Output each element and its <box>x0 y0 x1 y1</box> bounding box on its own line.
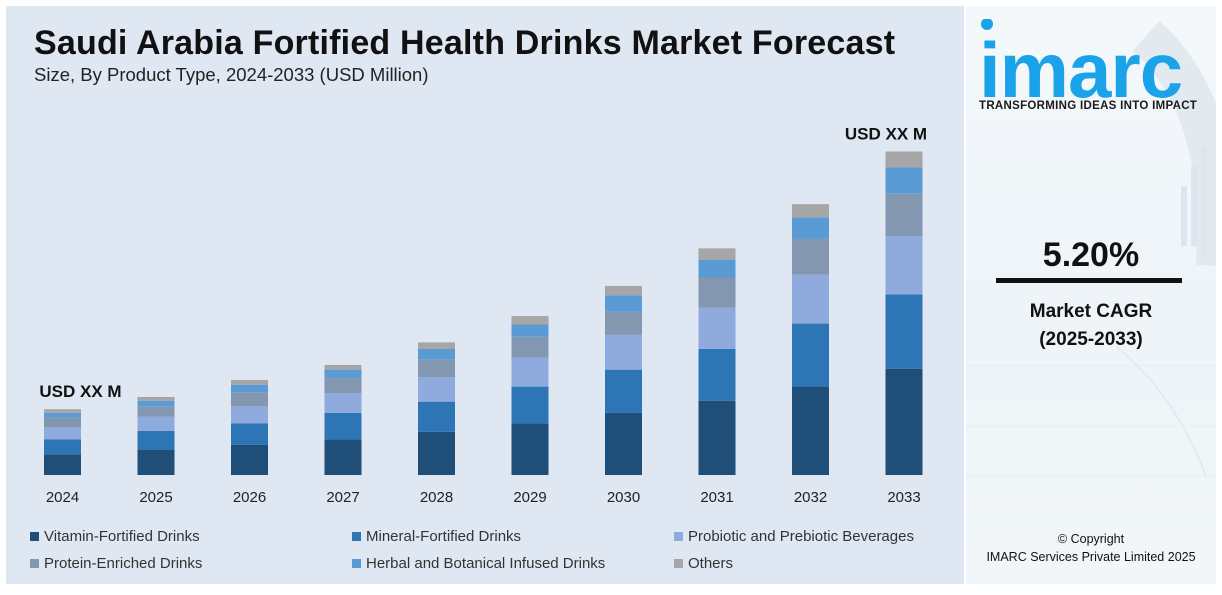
end-value-annotation: USD XX M <box>845 124 927 143</box>
brand-tagline: TRANSFORMING IDEAS INTO IMPACT <box>979 100 1198 112</box>
bar-segment-2025-2 <box>137 430 175 450</box>
cagr-label: Market CAGR (2025-2033) <box>966 298 1216 354</box>
bar-segment-2032-1 <box>792 386 829 475</box>
stacked-bar-chart: 2024 2025 2026 2027 2028 2029 2030 2031 2032 2033… <box>39 124 927 506</box>
bar-segment-2027-2 <box>324 412 362 440</box>
bar-segment-2032-5 <box>792 217 829 239</box>
bar-segment-2028-3 <box>418 377 455 402</box>
bar-segment-2030-5 <box>605 295 642 312</box>
bar-segment-2029-1 <box>511 423 549 475</box>
bar-segment-2029-4 <box>511 336 549 358</box>
bar-segment-2025-1 <box>137 449 175 475</box>
x-tick-label: 2029 <box>513 489 546 506</box>
bar-segment-2031-3 <box>698 307 736 349</box>
bar-segment-2031-5 <box>698 259 736 278</box>
bar-segment-2028-2 <box>418 401 455 432</box>
cagr-divider <box>996 278 1182 283</box>
bar-segment-2030-4 <box>605 311 642 335</box>
bar-segment-2033-3 <box>885 236 923 295</box>
bar-segment-2029-3 <box>511 357 549 387</box>
start-value-annotation: USD XX M <box>39 382 121 401</box>
bar-segment-2024-2 <box>44 439 81 455</box>
bar-segment-2031-2 <box>698 348 736 401</box>
bar-segment-2026-3 <box>231 406 268 424</box>
bar-segment-2030-6 <box>605 285 642 296</box>
bar-segment-2033-5 <box>885 167 923 194</box>
cagr-label-line2: (2025-2033) <box>1039 329 1143 350</box>
logo-wordmark: imarc <box>979 26 1182 109</box>
copyright-line1: © Copyright <box>1057 532 1125 546</box>
copyright-notice: © Copyright IMARC Services Private Limit… <box>966 530 1216 566</box>
bar-segment-2032-3 <box>792 274 829 324</box>
bar-segment-2025-4 <box>137 406 175 417</box>
bar-segment-2024-6 <box>44 409 81 413</box>
x-tick-label: 2024 <box>46 489 79 506</box>
bar-segment-2025-5 <box>137 400 175 407</box>
x-tick-label: 2025 <box>139 489 172 506</box>
x-tick-label: 2027 <box>326 489 359 506</box>
brand-side-panel: imarc TRANSFORMING IDEAS INTO IMPACT 5.2… <box>966 6 1216 584</box>
bar-segment-2029-2 <box>511 386 549 424</box>
cagr-label-line1: Market CAGR <box>1029 301 1153 322</box>
bar-segment-2030-1 <box>605 412 642 475</box>
bar-segment-2032-4 <box>792 238 829 275</box>
bar-segment-2026-2 <box>231 423 268 445</box>
bar-segment-2028-4 <box>418 359 455 378</box>
bar-segment-2026-1 <box>231 444 268 475</box>
bar-segment-2031-4 <box>698 277 736 308</box>
x-tick-label: 2033 <box>887 489 920 506</box>
bar-segment-2026-5 <box>231 384 268 393</box>
bar-segment-2026-4 <box>231 392 268 407</box>
x-tick-label: 2032 <box>794 489 827 506</box>
chart-subtitle: Size, By Product Type, 2024-2033 (USD Mi… <box>34 64 429 85</box>
bar-segment-2031-6 <box>698 248 736 260</box>
copyright-line2: IMARC Services Private Limited 2025 <box>986 550 1196 564</box>
bar-segment-2031-1 <box>698 400 736 475</box>
bar-segment-2024-3 <box>44 427 81 440</box>
x-axis-ticks: 2024 2025 2026 2027 2028 2029 2030 2031 2032 2033 <box>46 489 921 506</box>
bar-segment-2028-5 <box>418 348 455 360</box>
bar-segment-2025-3 <box>137 416 175 431</box>
bar-segment-2033-6 <box>885 151 923 168</box>
bar-segment-2025-6 <box>137 396 175 401</box>
bar-segment-2027-4 <box>324 378 362 394</box>
bar-segment-2028-1 <box>418 431 455 475</box>
bar-segment-2024-4 <box>44 417 81 428</box>
bar-segment-2027-1 <box>324 439 362 475</box>
imarc-logo: imarc <box>979 19 1183 109</box>
bar-segment-2027-6 <box>324 364 362 370</box>
bar-segment-2029-5 <box>511 324 549 337</box>
background-decoration <box>966 20 1216 477</box>
bar-segment-2024-5 <box>44 412 81 418</box>
x-tick-label: 2026 <box>233 489 266 506</box>
bar-segment-2027-3 <box>324 393 362 413</box>
bar-segment-2029-6 <box>511 316 549 325</box>
x-tick-label: 2028 <box>420 489 453 506</box>
bar-segment-2032-6 <box>792 204 829 218</box>
cagr-value: 5.20% <box>1042 236 1140 274</box>
bar-segment-2033-2 <box>885 294 923 369</box>
bar-segment-2026-6 <box>231 380 268 385</box>
bar-segment-2030-3 <box>605 334 642 370</box>
bar-segment-2027-5 <box>324 369 362 379</box>
bar-group <box>44 151 923 475</box>
bar-segment-2033-1 <box>885 368 923 475</box>
bar-segment-2032-2 <box>792 323 829 387</box>
bar-segment-2024-1 <box>44 454 81 475</box>
chart-title: Saudi Arabia Fortified Health Drinks Mar… <box>34 24 896 62</box>
x-tick-label: 2030 <box>607 489 640 506</box>
bar-segment-2033-4 <box>885 193 923 237</box>
bar-segment-2030-2 <box>605 369 642 413</box>
x-tick-label: 2031 <box>700 489 733 506</box>
bar-segment-2028-6 <box>418 342 455 349</box>
